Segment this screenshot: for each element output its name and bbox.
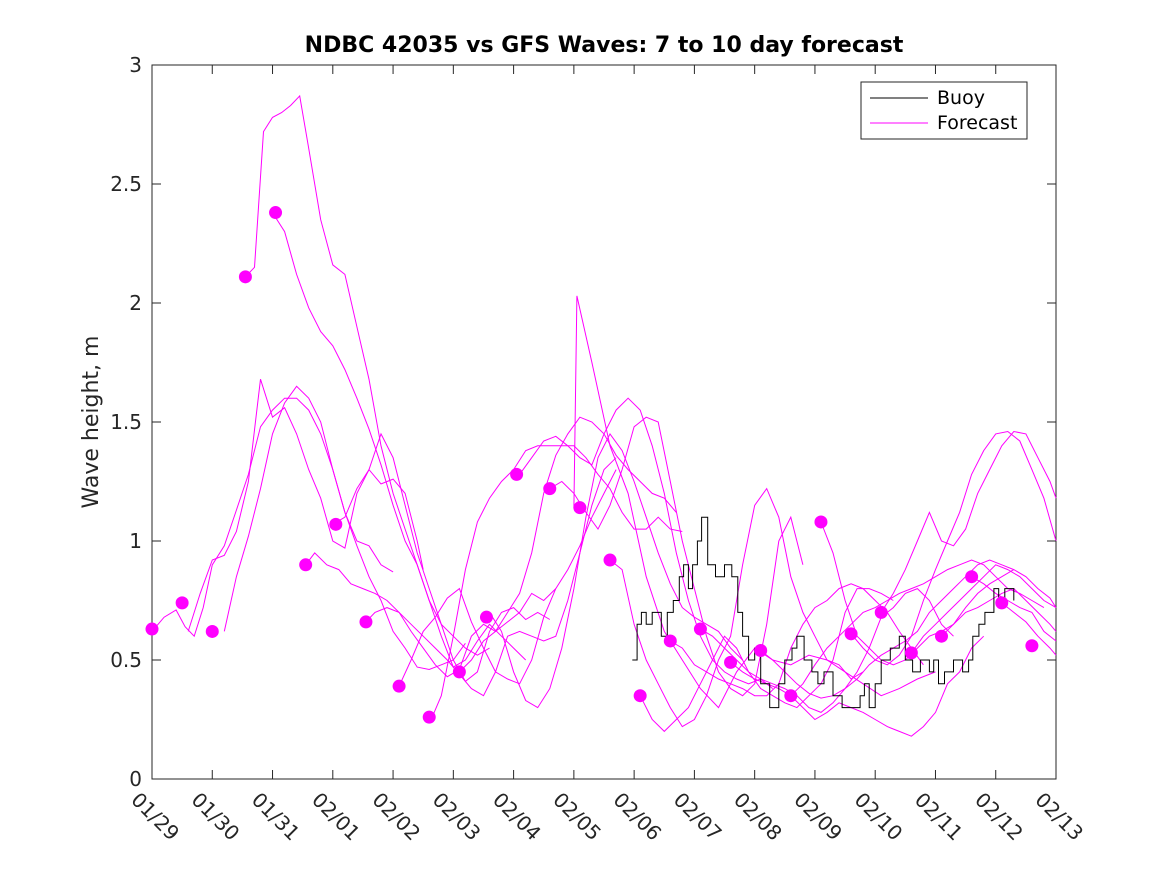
forecast-marker [663,634,677,648]
forecast-marker [422,710,436,724]
forecast-marker [543,482,557,496]
forecast-series-line [971,576,1057,642]
forecast-series-line [245,94,490,656]
forecast-marker [1025,639,1039,653]
forecast-marker [724,655,738,669]
forecast-marker [844,627,858,641]
forecast-marker [329,517,343,531]
y-axis-ticks: 0 0.5 1 1.5 2 2.5 3 [110,53,1056,791]
y-tick-label: 0 [129,767,142,791]
forecast-marker [904,646,918,660]
forecast-series-line [151,397,394,638]
forecast-marker [145,622,159,636]
forecast-marker [633,689,647,703]
forecast-marker [934,629,948,643]
forecast-series-line [880,430,1057,613]
forecast-marker [874,605,888,619]
forecast-series-line [431,445,683,718]
y-tick-label: 1.5 [110,410,142,434]
forecast-series-line [850,430,1057,666]
forecast-marker [205,624,219,638]
forecast-marker [784,689,798,703]
forecast-series-line [332,432,551,683]
y-tick-label: 1 [129,529,142,553]
forecast-marker [603,553,617,567]
forecast-marker [299,558,313,572]
forecast-marker [175,596,189,610]
y-axis-label: Wave height, m [79,336,104,509]
forecast-series-line [272,212,527,668]
forecast-marker [269,206,283,220]
legend-box [860,81,1028,140]
y-tick-label: 2 [129,291,142,315]
forecast-series-line [910,564,1057,654]
forecast-marker [754,643,768,657]
y-tick-label: 2.5 [110,172,142,196]
forecast-series-line [730,635,985,737]
forecast-marker [573,501,587,515]
forecast-marker [814,515,828,529]
forecast-series-line [639,588,894,733]
forecast-series-line [492,432,743,709]
forecast-series-line [365,457,617,697]
buoy-line [632,516,1015,709]
forecast-series-line [700,588,954,713]
y-tick-label: 3 [129,53,142,77]
forecast-series-line [609,487,864,728]
forecast-marker [995,596,1009,610]
forecast-marker [965,570,979,584]
forecast-series-line [519,397,774,689]
legend: Buoy Forecast [860,81,1028,140]
buoy-series-line [632,516,1015,709]
y-tick-label: 0.5 [110,648,142,672]
forecast-series-line [223,385,466,671]
forecast-marker [510,467,524,481]
legend-forecast-label: Forecast [937,112,1017,134]
forecast-marker [392,679,406,693]
forecast-series-line [459,416,677,673]
chart-title: NDBC 42035 vs GFS Waves: 7 to 10 day for… [305,33,904,58]
forecast-lines [151,94,1057,737]
forecast-series-line [305,552,557,678]
forecast-series-line [790,559,1045,697]
forecast-marker [238,270,252,284]
forecast-markers [145,206,1039,724]
forecast-marker [693,622,707,636]
forecast-marker [452,665,466,679]
forecast-marker [359,615,373,629]
forecast-marker [479,610,493,624]
forecast-series-line [187,379,424,632]
forecast-series-line [1001,602,1057,656]
legend-buoy-label: Buoy [937,87,985,109]
forecast-series-line [941,569,1057,637]
forecast-series-line [398,469,617,687]
forecast-series-line [573,295,936,709]
